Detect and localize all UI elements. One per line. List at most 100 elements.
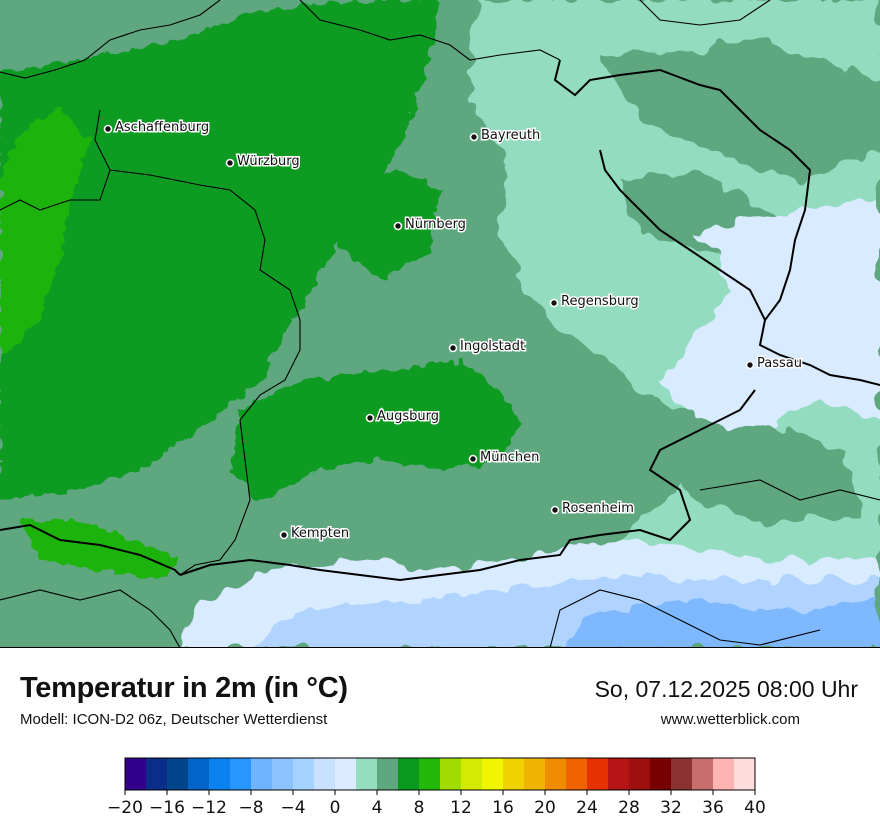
- city-marker: Passau: [745, 355, 803, 373]
- city-label: Regensburg: [561, 294, 639, 309]
- city-label: Aschaffenburg: [115, 120, 209, 135]
- legend-swatch: [713, 758, 735, 790]
- legend-swatch: [608, 758, 630, 790]
- legend-swatch: [461, 758, 483, 790]
- city-marker: Augsburg: [365, 408, 441, 426]
- city-markers: Aschaffenburg Würzburg Bayreuth Nürnberg Reg…: [103, 119, 803, 543]
- temperature-band-green-central: [230, 360, 520, 500]
- legend-swatch: [293, 758, 315, 790]
- city-label: Nürnberg: [405, 217, 466, 232]
- city-dot: [393, 221, 403, 231]
- region-border-saxony: [639, 0, 771, 26]
- legend-swatch: [566, 758, 588, 790]
- region-border-austria-south: [549, 589, 821, 647]
- state-border-bw: [109, 169, 301, 576]
- legend-tick-label: −20: [107, 798, 143, 818]
- legend-frame: [124, 757, 756, 791]
- national-border-switzerland: [0, 523, 181, 576]
- city-dot: [279, 530, 289, 540]
- city-label: Passau: [757, 356, 802, 371]
- national-border-austria: [179, 389, 756, 582]
- legend-swatch: [314, 758, 336, 790]
- legend-tick-label: 32: [660, 798, 682, 818]
- legend-swatch: [440, 758, 462, 790]
- city-marker: Kempten: [279, 525, 351, 543]
- city-marker: Ingolstadt: [448, 338, 527, 356]
- city-label: Bayreuth: [481, 128, 540, 143]
- city-marker: München: [468, 449, 541, 467]
- national-border-czech: [553, 59, 880, 386]
- legend-swatch: [272, 758, 294, 790]
- legend-tick-label: −4: [280, 798, 305, 818]
- legend-tick-label: 28: [618, 798, 640, 818]
- city-marker: Würzburg: [225, 153, 301, 171]
- temperature-band-green-bright-south: [20, 520, 180, 580]
- legend-tick-label: 8: [414, 798, 425, 818]
- city-marker: Rosenheim: [550, 500, 635, 518]
- state-border-hesse: [0, 0, 221, 79]
- city-label: Rosenheim: [562, 501, 634, 516]
- legend-tick-label: 40: [744, 798, 766, 818]
- legend-swatch: [419, 758, 441, 790]
- legend-tick-label: 0: [330, 798, 341, 818]
- state-border-thuringia: [299, 0, 561, 61]
- city-label: Ingolstadt: [460, 339, 525, 354]
- legend-swatch: [188, 758, 210, 790]
- city-label: München: [480, 450, 539, 465]
- border-lines: [0, 0, 880, 647]
- city-marker: Aschaffenburg: [103, 119, 211, 137]
- legend-swatch: [356, 758, 378, 790]
- legend-swatch: [251, 758, 273, 790]
- legend-swatch: [230, 758, 252, 790]
- legend-scale: −20 −16 −12 −8 −4 0 4 8 12 16 20 24 28 32 36 40: [107, 757, 766, 818]
- legend-swatch: [377, 758, 399, 790]
- city-dot: [468, 454, 478, 464]
- legend-tick-label: −16: [149, 798, 185, 818]
- legend-swatch: [482, 758, 504, 790]
- legend-swatch: [125, 758, 147, 790]
- legend-swatch: [503, 758, 525, 790]
- legend-swatch: [398, 758, 420, 790]
- legend-swatch: [671, 758, 693, 790]
- legend-swatch: [587, 758, 609, 790]
- city-dot: [103, 124, 113, 134]
- region-border-switzerland-south: [0, 589, 181, 647]
- city-label: Kempten: [291, 526, 349, 541]
- temperature-band-sage-patch: [660, 420, 860, 520]
- legend-tick-label: 24: [576, 798, 598, 818]
- legend-swatch: [335, 758, 357, 790]
- website-link[interactable]: www.wetterblick.com: [660, 711, 800, 728]
- legend-tick-label: −12: [191, 798, 227, 818]
- temperature-map: Aschaffenburg Würzburg Bayreuth Nürnberg Reg…: [0, 0, 880, 648]
- city-dot: [365, 413, 375, 423]
- national-border-czech-west: [599, 149, 766, 321]
- legend-tick-label: −8: [238, 798, 263, 818]
- legend-swatch: [734, 758, 756, 790]
- forecast-datetime: So, 07.12.2025 08:00 Uhr: [594, 676, 858, 702]
- legend-swatch: [692, 758, 714, 790]
- city-label: Würzburg: [237, 154, 300, 169]
- map-canvas: Aschaffenburg Würzburg Bayreuth Nürnberg Reg…: [0, 0, 880, 647]
- state-border-hesse-south: [0, 109, 111, 211]
- city-label: Augsburg: [377, 409, 439, 424]
- city-dot: [745, 360, 755, 370]
- model-source: Modell: ICON-D2 06z, Deutscher Wetterdie…: [20, 711, 328, 728]
- legend-tick-label: 4: [372, 798, 383, 818]
- city-marker: Bayreuth: [469, 127, 542, 145]
- temperature-band-green-north: [330, 170, 440, 280]
- legend-swatch: [524, 758, 546, 790]
- city-dot: [549, 298, 559, 308]
- legend-tick-label: 36: [702, 798, 724, 818]
- city-dot: [225, 158, 235, 168]
- city-dot: [550, 505, 560, 515]
- legend-tick-label: 20: [534, 798, 556, 818]
- city-dot: [469, 132, 479, 142]
- city-marker: Nürnberg: [393, 216, 467, 234]
- legend-swatch: [629, 758, 651, 790]
- legend-swatch: [167, 758, 189, 790]
- legend-swatch: [209, 758, 231, 790]
- region-border-austria-east: [699, 479, 880, 501]
- map-title: Temperatur in 2m (in °C): [20, 672, 348, 704]
- legend-swatch: [146, 758, 168, 790]
- legend-tick-label: 16: [492, 798, 514, 818]
